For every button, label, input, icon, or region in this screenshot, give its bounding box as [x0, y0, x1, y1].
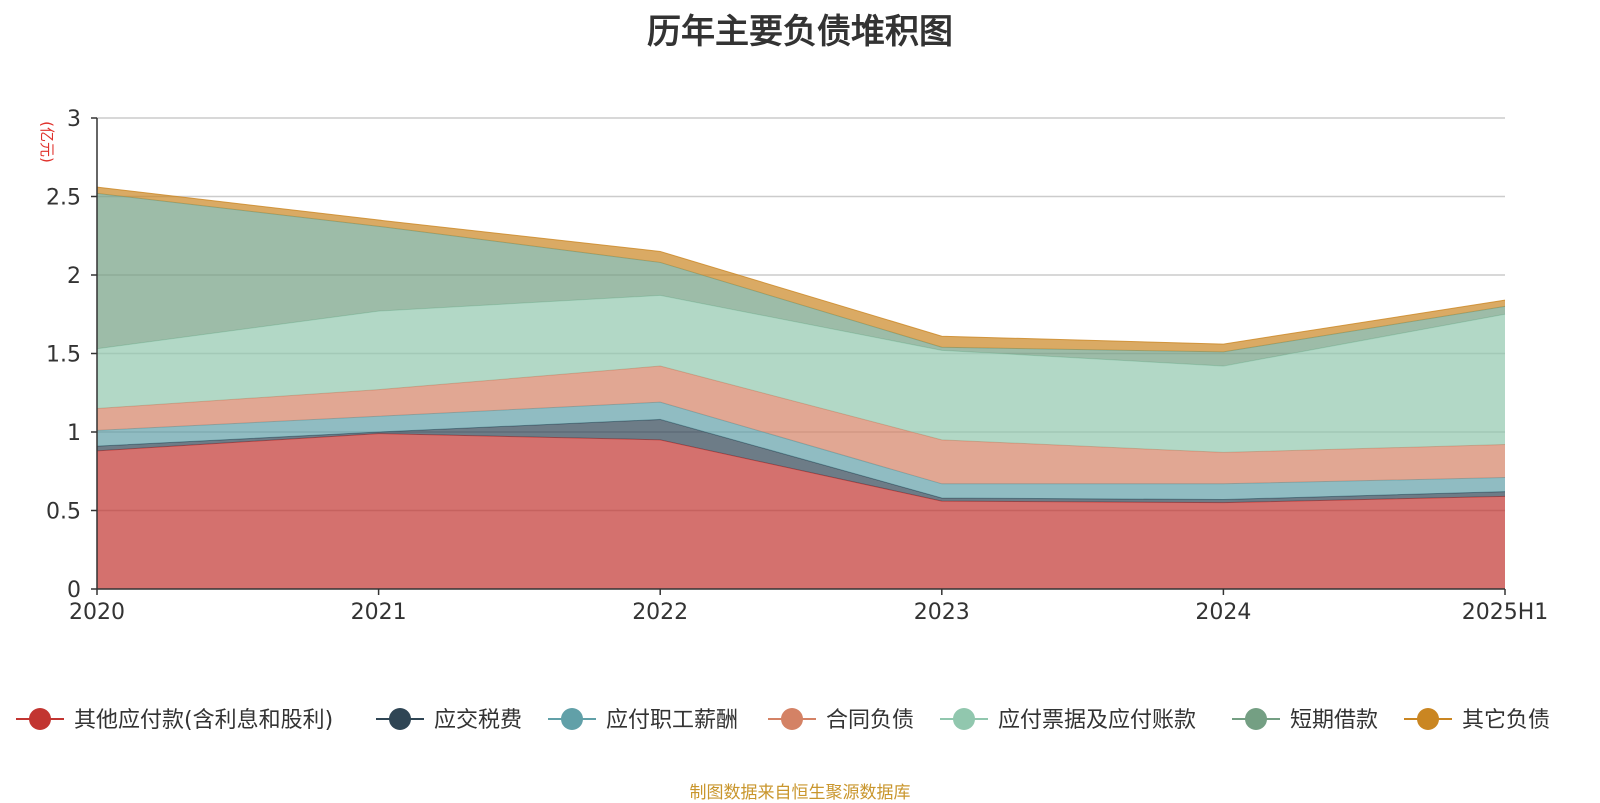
legend-marker	[29, 708, 51, 730]
legend-item-0[interactable]: 其他应付款(含利息和股利)	[16, 708, 333, 733]
y-tick-label: 1.5	[46, 343, 81, 368]
chart-title: 历年主要负债堆积图	[647, 12, 953, 52]
y-tick-label: 0	[67, 578, 81, 603]
data-source-note: 制图数据来自恒生聚源数据库	[689, 783, 911, 803]
area-series-5[interactable]	[97, 193, 1505, 367]
x-tick-label: 2025H1	[1462, 600, 1549, 625]
y-tick-label: 3	[67, 107, 81, 132]
x-tick-label: 2021	[351, 600, 407, 625]
legend-label: 应付职工薪酬	[606, 708, 738, 733]
x-tick-label: 2022	[632, 600, 688, 625]
y-axis-unit-label: (亿元)	[38, 121, 56, 163]
x-tick-label: 2023	[914, 600, 970, 625]
axes: 0 0.5 1 1.5 2 2.5 3 2020 2021 2022 2023 2024 2025H1 (…	[38, 107, 1548, 625]
area-series-0[interactable]	[97, 433, 1505, 589]
x-tick-label: 2024	[1195, 600, 1251, 625]
legend-marker	[781, 708, 803, 730]
y-tick-label: 2	[67, 264, 81, 289]
legend-marker	[1417, 708, 1439, 730]
area-series-4[interactable]	[97, 295, 1505, 453]
legend-item-2[interactable]: 应付职工薪酬	[548, 708, 738, 733]
y-tick-label: 1	[67, 421, 81, 446]
legend-item-4[interactable]: 应付票据及应付账款	[940, 708, 1196, 733]
legend-item-3[interactable]: 合同负债	[768, 708, 914, 733]
legend-item-6[interactable]: 其它负债	[1404, 708, 1550, 733]
area-series-1[interactable]	[97, 419, 1505, 503]
area-series-3[interactable]	[97, 366, 1505, 484]
series-line-6	[96, 186, 1506, 345]
series-areas	[96, 186, 1506, 589]
legend-label: 合同负债	[826, 708, 914, 733]
area-series-2[interactable]	[97, 402, 1505, 500]
legend-marker	[953, 708, 975, 730]
legend-marker	[1245, 708, 1267, 730]
y-tick-label: 0.5	[46, 500, 81, 525]
legend-label: 短期借款	[1290, 708, 1378, 733]
legend-label: 应付票据及应付账款	[998, 708, 1196, 733]
legend[interactable]: 其他应付款(含利息和股利) 应交税费 应付职工薪酬 合同负债 应付票据及应付账款 短期借款…	[16, 708, 1550, 733]
y-tick-label: 2.5	[46, 186, 81, 211]
legend-item-5[interactable]: 短期借款	[1232, 708, 1378, 733]
legend-label: 应交税费	[434, 708, 522, 733]
legend-item-1[interactable]: 应交税费	[376, 708, 522, 733]
legend-label: 其他应付款(含利息和股利)	[74, 708, 333, 733]
legend-marker	[561, 708, 583, 730]
x-tick-label: 2020	[69, 600, 125, 625]
legend-marker	[389, 708, 411, 730]
legend-label: 其它负债	[1462, 708, 1550, 733]
